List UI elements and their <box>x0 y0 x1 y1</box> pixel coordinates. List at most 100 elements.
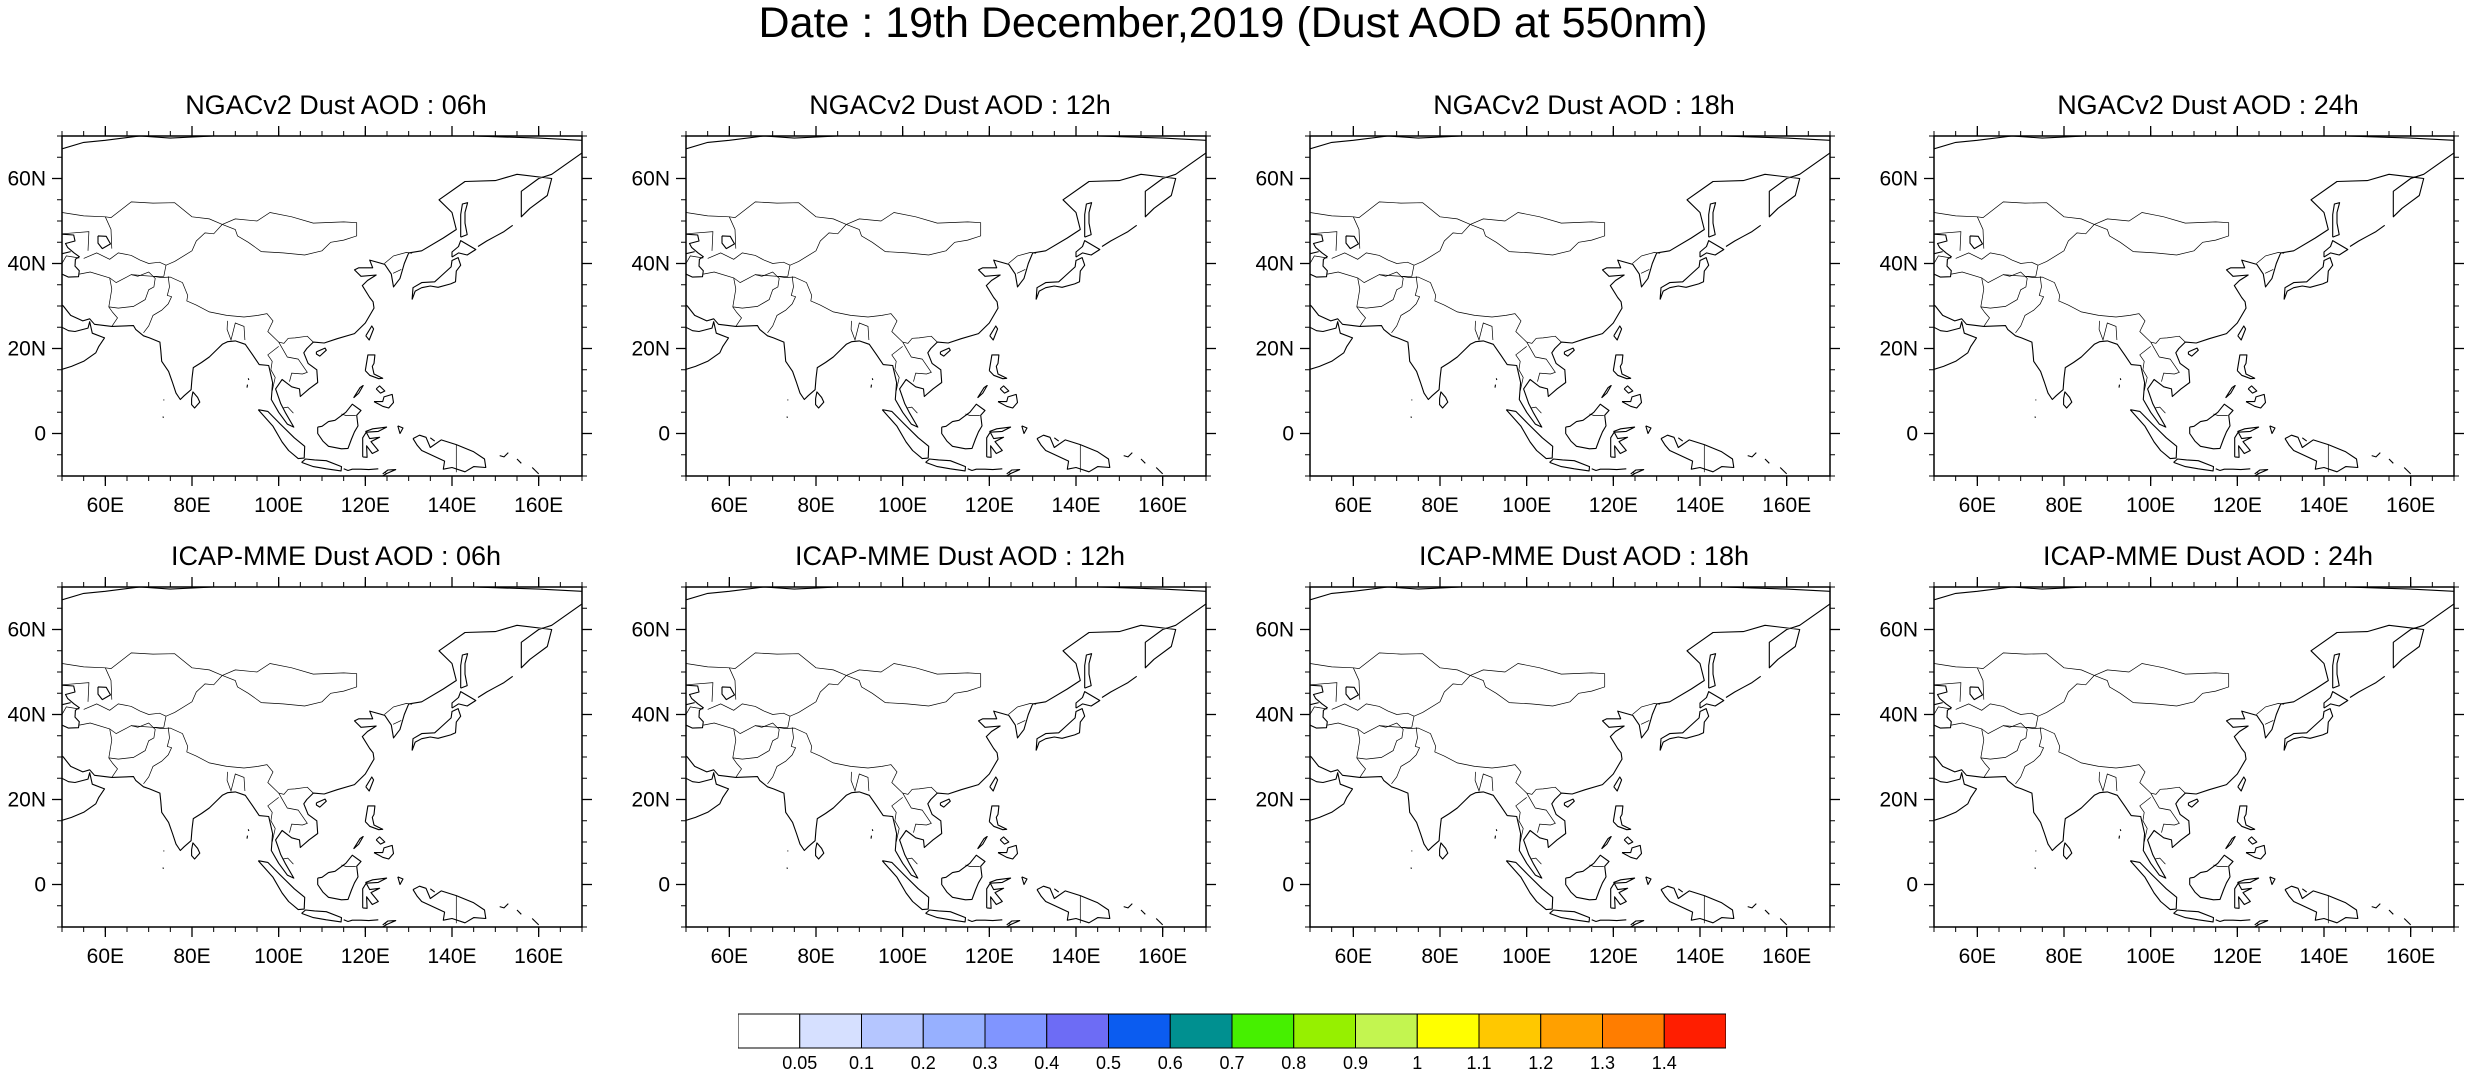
country-border <box>1526 341 1556 382</box>
country-border <box>902 792 932 833</box>
colorbar-label: 1.2 <box>1528 1053 1553 1071</box>
coastline <box>2236 805 2256 831</box>
coastline <box>2129 860 2178 911</box>
coastline <box>1563 347 1575 357</box>
coastline <box>317 403 362 450</box>
coastline <box>1549 909 1591 923</box>
plot-area <box>1934 136 2454 476</box>
country-border <box>965 413 980 416</box>
coastline <box>1934 684 1952 729</box>
country-border <box>850 771 870 793</box>
country-border <box>1632 923 1636 925</box>
coastline <box>1310 251 1319 255</box>
country-border <box>62 706 80 715</box>
lat-tick-label: 60N <box>7 619 46 642</box>
colorbar-cell <box>1602 1013 1665 1049</box>
country-border <box>906 406 918 414</box>
country-border <box>1352 667 1361 700</box>
lat-tick-label: 0 <box>1282 874 1294 897</box>
map: 60E 80E 100E 120E 140E 160E 60N 40N 20N 0 <box>631 577 1216 968</box>
country-border <box>846 212 982 256</box>
lon-tick-label: 60E <box>87 945 124 968</box>
coastline <box>989 776 999 792</box>
lat-tick-label: 0 <box>658 874 670 897</box>
panel-title: NGACv2 Dust AOD : 06h <box>185 90 487 120</box>
coastline <box>1725 224 1762 247</box>
country-border <box>2015 727 2045 785</box>
coastline <box>2403 467 2412 475</box>
coastline <box>1660 434 1735 473</box>
coastline <box>2349 675 2386 698</box>
coastline <box>2063 391 2073 409</box>
country-border <box>1470 663 1606 707</box>
country-border <box>767 727 797 785</box>
panel-title: NGACv2 Dust AOD : 18h <box>1433 90 1735 120</box>
country-border <box>2150 341 2180 382</box>
panel-title: NGACv2 Dust AOD : 24h <box>2057 90 2359 120</box>
lon-tick-label: 80E <box>1421 494 1458 517</box>
country-border <box>83 252 167 266</box>
lat-tick-label: 20N <box>1879 338 1918 361</box>
coastline <box>1563 798 1575 808</box>
lat-tick-label: 0 <box>34 874 46 897</box>
coastline <box>1659 257 1710 300</box>
lon-tick-label: 100E <box>1502 494 1551 517</box>
lat-tick-label: 60N <box>631 168 670 191</box>
lat-tick-label: 20N <box>1255 338 1294 361</box>
coastline <box>429 437 436 442</box>
lat-tick-label: 20N <box>631 338 670 361</box>
country-border <box>1955 703 2039 717</box>
country-border <box>384 703 413 715</box>
coastline <box>343 468 379 472</box>
coastline <box>1310 587 1830 879</box>
coastline <box>1036 434 1111 473</box>
coastline-layer <box>1934 587 2454 927</box>
country-border <box>1310 706 1328 715</box>
country-border <box>1310 231 1338 251</box>
lon-tick-label: 140E <box>1675 494 1724 517</box>
country-border <box>686 652 847 676</box>
coastline <box>477 224 514 247</box>
country-border <box>1391 276 1421 334</box>
coastline <box>2237 776 2247 792</box>
coastline <box>721 686 736 701</box>
coastline <box>353 384 364 399</box>
coastline <box>1621 393 1643 409</box>
country-border <box>1640 269 1650 274</box>
coastline <box>375 385 386 394</box>
coastline <box>2245 844 2267 860</box>
country-border <box>1980 277 1990 327</box>
country-border <box>1310 255 1328 264</box>
country-border <box>776 275 938 344</box>
coastline <box>1699 240 1725 258</box>
country-border <box>83 703 167 717</box>
country-border <box>1327 675 1471 735</box>
coastline <box>1660 885 1735 924</box>
coastline <box>1021 876 1028 886</box>
coastline <box>1310 684 1328 729</box>
coastline <box>2247 836 2258 845</box>
map: 60E 80E 100E 120E 140E 160E 60N 40N 20N 0 <box>1255 577 1840 968</box>
country-border <box>1934 706 1952 715</box>
coastline <box>986 877 1012 909</box>
coastline <box>1934 251 1943 255</box>
coastline <box>977 384 988 399</box>
country-border <box>143 727 173 785</box>
country-border <box>152 275 314 344</box>
coastline <box>2173 909 2215 923</box>
plot-area <box>62 587 582 927</box>
coastline <box>1621 844 1643 860</box>
coastline <box>1610 877 1636 909</box>
coastline <box>871 829 874 832</box>
country-border <box>1515 346 1527 392</box>
colorbar-cell <box>1478 1013 1542 1049</box>
country-border <box>2094 663 2230 707</box>
country-border <box>891 346 903 392</box>
lon-tick-label: 140E <box>2299 494 2348 517</box>
coastline <box>997 844 1019 860</box>
coastline <box>301 458 343 472</box>
country-border <box>846 663 982 707</box>
coastline <box>2187 798 2199 808</box>
coastline <box>2245 393 2267 409</box>
coastline <box>2323 240 2349 258</box>
